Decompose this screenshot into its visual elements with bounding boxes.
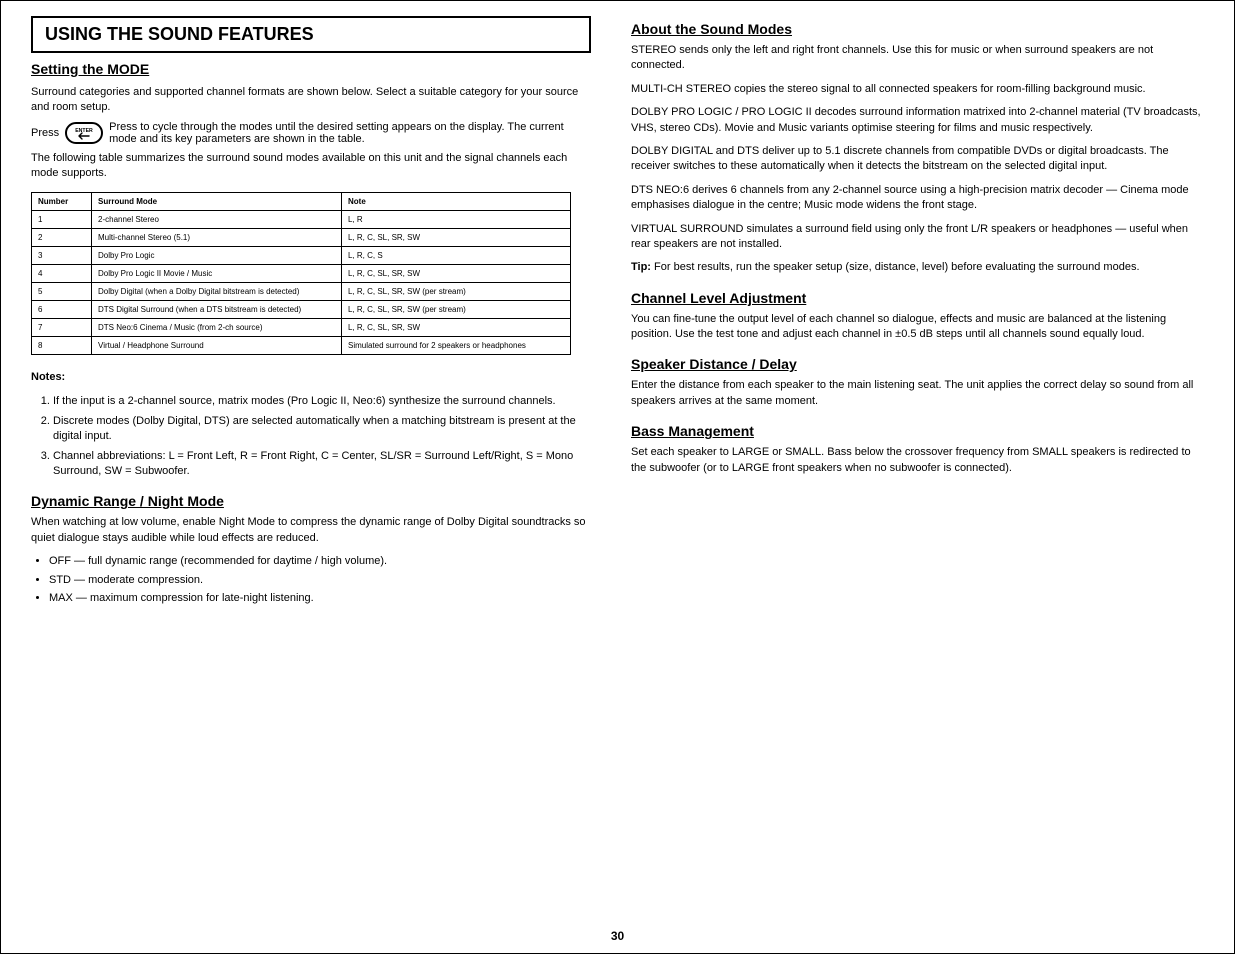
cell-number: 4 (32, 265, 92, 283)
right-column: About the Sound Modes STEREO sends only … (631, 21, 1204, 933)
about-virtual: VIRTUAL SURROUND simulates a surround fi… (631, 222, 1204, 253)
notes-label: Notes: (31, 371, 591, 383)
table-row: 1 2-channel Stereo L, R (32, 211, 571, 229)
press-enter-row: Press ENTER Press to cycle through the m… (31, 121, 591, 145)
section-title: USING THE SOUND FEATURES (45, 24, 577, 45)
tip-paragraph: Tip: For best results, run the speaker s… (631, 260, 1204, 275)
notes-list: If the input is a 2-channel source, matr… (31, 394, 591, 479)
cell-note: L, R, C, SL, SR, SW (342, 265, 571, 283)
dnr-option: MAX — maximum compression for late-night… (49, 591, 591, 606)
about-stereo: STEREO sends only the left and right fro… (631, 43, 1204, 74)
cell-mode: DTS Digital Surround (when a DTS bitstre… (92, 301, 342, 319)
table-header-note: Note (342, 193, 571, 211)
channel-level-heading: Channel Level Adjustment (631, 290, 1204, 306)
table-header-number: Number (32, 193, 92, 211)
table-header-mode: Surround Mode (92, 193, 342, 211)
page-number: 30 (611, 929, 624, 943)
page-footer: 30 (1, 929, 1234, 943)
dnr-option: OFF — full dynamic range (recommended fo… (49, 554, 591, 569)
table-header-row: Number Surround Mode Note (32, 193, 571, 211)
note-item: Channel abbreviations: L = Front Left, R… (53, 449, 591, 480)
cell-note: L, R, C, SL, SR, SW (342, 229, 571, 247)
about-multich: MULTI-CH STEREO copies the stereo signal… (631, 82, 1204, 97)
cell-mode: Dolby Pro Logic (92, 247, 342, 265)
intro-paragraph-2: The following table summarizes the surro… (31, 151, 591, 181)
speaker-distance-heading: Speaker Distance / Delay (631, 356, 1204, 372)
cell-note: Simulated surround for 2 speakers or hea… (342, 337, 571, 355)
cell-mode: 2-channel Stereo (92, 211, 342, 229)
cell-number: 1 (32, 211, 92, 229)
page: USING THE SOUND FEATURES Setting the MOD… (0, 0, 1235, 954)
cell-number: 2 (32, 229, 92, 247)
left-column: USING THE SOUND FEATURES Setting the MOD… (31, 21, 591, 933)
cell-mode: Multi-channel Stereo (5.1) (92, 229, 342, 247)
table-row: 7 DTS Neo:6 Cinema / Music (from 2-ch so… (32, 319, 571, 337)
note-item: Discrete modes (Dolby Digital, DTS) are … (53, 414, 591, 445)
cell-number: 7 (32, 319, 92, 337)
dnr-heading: Dynamic Range / Night Mode (31, 493, 591, 509)
bass-management-para: Set each speaker to LARGE or SMALL. Bass… (631, 445, 1204, 476)
cell-number: 8 (32, 337, 92, 355)
cell-number: 6 (32, 301, 92, 319)
cell-mode: DTS Neo:6 Cinema / Music (from 2-ch sour… (92, 319, 342, 337)
table-row: 5 Dolby Digital (when a Dolby Digital bi… (32, 283, 571, 301)
table-row: 6 DTS Digital Surround (when a DTS bitst… (32, 301, 571, 319)
about-modes-heading: About the Sound Modes (631, 21, 1204, 37)
cell-note: L, R, C, SL, SR, SW (per stream) (342, 301, 571, 319)
surround-modes-table: Number Surround Mode Note 1 2-channel St… (31, 192, 571, 355)
cell-note: L, R, C, SL, SR, SW (342, 319, 571, 337)
enter-key-label: ENTER (75, 128, 93, 134)
bass-management-heading: Bass Management (631, 423, 1204, 439)
dnr-option: STD — moderate compression. (49, 573, 591, 588)
about-prologic: DOLBY PRO LOGIC / PRO LOGIC II decodes s… (631, 105, 1204, 136)
about-neo6: DTS NEO:6 derives 6 channels from any 2-… (631, 183, 1204, 214)
speaker-distance-para: Enter the distance from each speaker to … (631, 378, 1204, 409)
section-header-box: USING THE SOUND FEATURES (31, 16, 591, 53)
cell-note: L, R, C, SL, SR, SW (per stream) (342, 283, 571, 301)
tip-label: Tip: (631, 261, 651, 273)
cell-note: L, R, C, S (342, 247, 571, 265)
table-row: 2 Multi-channel Stereo (5.1) L, R, C, SL… (32, 229, 571, 247)
table-row: 8 Virtual / Headphone Surround Simulated… (32, 337, 571, 355)
about-dolby-dts: DOLBY DIGITAL and DTS deliver up to 5.1 … (631, 144, 1204, 175)
cell-mode: Virtual / Headphone Surround (92, 337, 342, 355)
table-row: 4 Dolby Pro Logic II Movie / Music L, R,… (32, 265, 571, 283)
press-label-before: Press (31, 127, 59, 139)
dnr-options-list: OFF — full dynamic range (recommended fo… (31, 554, 591, 606)
subsection-setting-mode: Setting the MODE (31, 61, 591, 77)
note-item: If the input is a 2-channel source, matr… (53, 394, 591, 409)
channel-level-para: You can fine-tune the output level of ea… (631, 312, 1204, 343)
cell-note: L, R (342, 211, 571, 229)
dnr-paragraph: When watching at low volume, enable Nigh… (31, 515, 591, 546)
cell-mode: Dolby Digital (when a Dolby Digital bits… (92, 283, 342, 301)
enter-key-icon: ENTER (65, 122, 103, 144)
cell-number: 5 (32, 283, 92, 301)
tip-text: For best results, run the speaker setup … (654, 261, 1139, 273)
press-label-after: Press to cycle through the modes until t… (109, 121, 591, 145)
cell-mode: Dolby Pro Logic II Movie / Music (92, 265, 342, 283)
intro-paragraph: Surround categories and supported channe… (31, 85, 591, 115)
table-row: 3 Dolby Pro Logic L, R, C, S (32, 247, 571, 265)
two-column-layout: USING THE SOUND FEATURES Setting the MOD… (31, 21, 1204, 933)
cell-number: 3 (32, 247, 92, 265)
